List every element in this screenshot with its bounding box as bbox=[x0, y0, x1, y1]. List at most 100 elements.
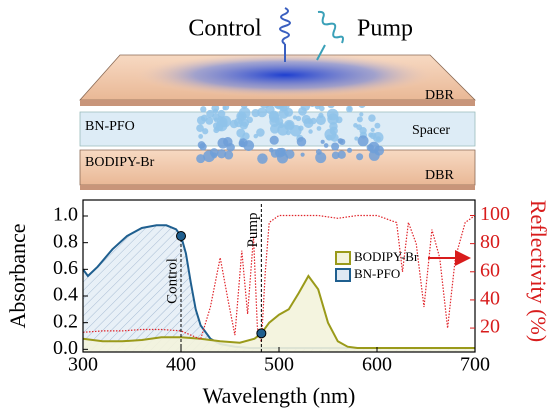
legend-swatch bbox=[335, 268, 351, 282]
legend-label: BN-PFO bbox=[354, 266, 400, 281]
y-tick-label: 0.2 bbox=[53, 310, 78, 332]
y-tick-label: 0.0 bbox=[53, 337, 78, 359]
molecule bbox=[205, 117, 214, 125]
molecule bbox=[226, 143, 235, 152]
molecule bbox=[278, 108, 289, 119]
x-tick-label: 700 bbox=[460, 354, 490, 376]
spacer-label: Spacer bbox=[412, 123, 450, 138]
molecule bbox=[200, 106, 207, 113]
molecule bbox=[290, 124, 302, 137]
molecule bbox=[199, 143, 207, 151]
bottom-dbr-edge bbox=[80, 185, 475, 190]
molecule bbox=[280, 149, 286, 155]
legend-swatch bbox=[335, 251, 351, 265]
cavity-mode bbox=[135, 53, 435, 97]
cavity-diagram: Control Pump DBR BN-PFO Spacer BODIPY-Br… bbox=[79, 7, 476, 190]
molecule bbox=[337, 138, 344, 144]
dbr-label: DBR bbox=[425, 168, 454, 183]
molecule bbox=[224, 150, 234, 160]
area bbox=[83, 276, 475, 352]
layer-label: BN-PFO bbox=[85, 119, 135, 134]
layer-label: BODIPY-Br bbox=[85, 155, 155, 170]
y-tick-label: 1.0 bbox=[53, 204, 78, 226]
molecule bbox=[238, 120, 243, 125]
molecule bbox=[353, 123, 358, 128]
molecule bbox=[285, 121, 294, 130]
molecule bbox=[253, 133, 259, 139]
molecule bbox=[212, 108, 219, 114]
y2-tick-label: 20 bbox=[480, 316, 500, 338]
legend-label: BODIPY-Br bbox=[354, 249, 419, 264]
x-tick-label: 400 bbox=[166, 354, 196, 376]
molecule bbox=[213, 117, 219, 123]
molecule bbox=[319, 105, 325, 112]
annotation-label: Pump bbox=[245, 212, 261, 247]
molecule bbox=[269, 116, 280, 127]
molecule bbox=[268, 147, 274, 153]
pump-pulse bbox=[316, 10, 344, 61]
y-tick-label: 0.8 bbox=[53, 230, 78, 252]
molecule bbox=[301, 114, 311, 124]
y2-axis-label: Reflectivity (%) bbox=[526, 200, 548, 342]
control-pulse bbox=[279, 7, 291, 62]
dbr-label: DBR bbox=[425, 88, 454, 103]
molecule bbox=[292, 115, 298, 120]
molecule bbox=[300, 152, 305, 157]
y2-tick-label: 60 bbox=[480, 259, 500, 281]
molecule bbox=[203, 150, 215, 163]
molecule bbox=[331, 151, 340, 160]
molecule bbox=[316, 126, 322, 131]
molecule bbox=[196, 154, 206, 164]
molecule bbox=[257, 107, 268, 118]
molecule bbox=[346, 147, 353, 153]
molecule bbox=[357, 135, 369, 147]
molecule bbox=[315, 152, 327, 164]
molecule bbox=[217, 137, 229, 149]
molecule bbox=[315, 115, 326, 126]
molecule bbox=[256, 128, 265, 137]
molecule bbox=[354, 136, 359, 141]
x-tick-label: 500 bbox=[264, 354, 294, 376]
molecule bbox=[337, 150, 346, 159]
x-tick-label: 600 bbox=[362, 354, 392, 376]
molecule bbox=[206, 109, 215, 118]
molecule bbox=[251, 108, 260, 118]
y2-tick-label: 80 bbox=[480, 231, 500, 253]
molecule bbox=[295, 115, 302, 122]
molecule bbox=[269, 135, 279, 145]
molecule bbox=[277, 124, 289, 136]
series-line bbox=[82, 214, 476, 343]
molecule bbox=[374, 122, 381, 129]
molecule bbox=[217, 109, 226, 118]
molecule bbox=[211, 152, 218, 159]
y-axis-label: Absorbance bbox=[5, 223, 30, 328]
molecule bbox=[356, 153, 364, 161]
molecule bbox=[320, 139, 325, 144]
x-tick-label: 300 bbox=[68, 354, 98, 376]
molecule bbox=[368, 114, 376, 122]
molecule bbox=[375, 136, 381, 142]
x-axis-label: Wavelength (nm) bbox=[203, 383, 356, 408]
chart: 300 400 500 600 700 0.0 0.2 0.4 0.6 0.8 1.0 20 40 60 8… bbox=[5, 199, 548, 408]
molecule bbox=[370, 127, 375, 133]
molecule bbox=[308, 129, 313, 134]
molecule bbox=[236, 128, 246, 138]
y-tick-label: 0.4 bbox=[53, 284, 78, 306]
molecule bbox=[296, 136, 307, 147]
y-tick-label: 0.6 bbox=[53, 257, 78, 279]
molecule bbox=[368, 141, 380, 154]
molecule bbox=[331, 142, 340, 151]
y2-tick-label: 100 bbox=[480, 203, 510, 225]
molecule bbox=[329, 126, 338, 135]
molecule bbox=[368, 132, 374, 138]
molecule bbox=[323, 143, 329, 148]
molecule bbox=[359, 112, 364, 117]
annotation-marker bbox=[176, 231, 186, 241]
molecule bbox=[298, 107, 307, 116]
molecule bbox=[196, 124, 204, 133]
control-label: Control bbox=[188, 16, 262, 42]
pump-label: Pump bbox=[357, 16, 413, 42]
molecule bbox=[214, 126, 219, 131]
y2-tick-label: 40 bbox=[480, 288, 500, 310]
